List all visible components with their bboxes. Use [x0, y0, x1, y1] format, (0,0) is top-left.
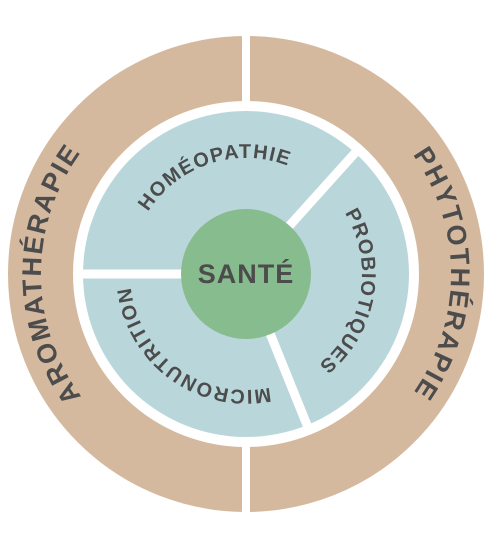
hub-label: SANTÉ: [198, 258, 295, 289]
